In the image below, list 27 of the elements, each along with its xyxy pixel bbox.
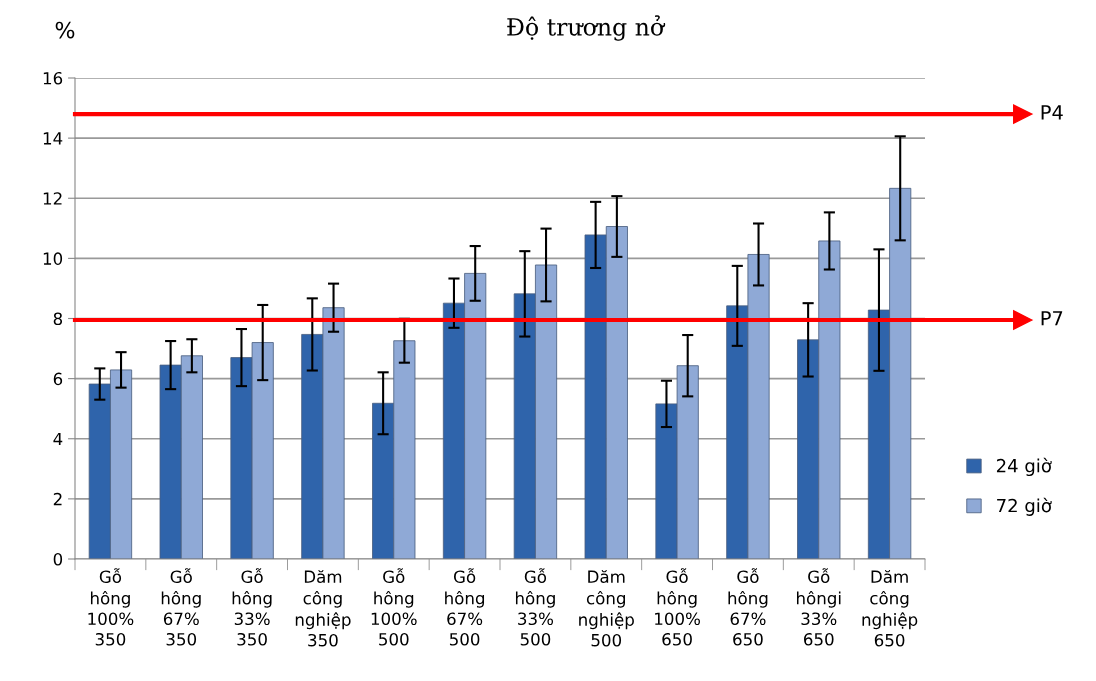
x-tick-label: Gỗ hông 100% 500 xyxy=(371,568,417,646)
x-tick-label: Gỗ hông 33% 350 xyxy=(232,568,272,646)
y-tick-label: 4 xyxy=(53,432,63,446)
ref-line-label: P4 xyxy=(1041,105,1063,120)
y-tick-label: 10 xyxy=(43,252,63,265)
x-tick-label: Gỗ hông 100% 650 xyxy=(655,568,700,646)
y-tick-label: 12 xyxy=(43,192,62,205)
x-tick-label: Dăm công nghiệp 650 xyxy=(862,570,918,647)
y-tick-label: 14 xyxy=(43,132,63,145)
x-tick-label: Dăm công nghiệp 350 xyxy=(295,570,351,647)
y-tick-label: 8 xyxy=(53,312,63,326)
y-axis-title: % xyxy=(55,21,75,39)
chart-title: Độ trương nở xyxy=(507,15,666,41)
x-tick-label: Gỗ hôngi 33% 650 xyxy=(797,568,841,646)
x-tick-label: Dăm công nghiệp 500 xyxy=(579,570,634,647)
x-tick-label: Gỗ hông 100% 350 xyxy=(88,568,134,646)
ref-line-label: P7 xyxy=(1041,311,1063,326)
y-tick-label: 0 xyxy=(53,552,63,566)
legend-label: 72 giờ xyxy=(997,497,1052,516)
x-tick-label: Gỗ hông 33% 500 xyxy=(515,568,555,646)
legend-label: 24 giờ xyxy=(996,457,1052,477)
x-tick-label: Gỗ hông 67% 650 xyxy=(728,568,768,646)
y-tick-label: 16 xyxy=(43,71,63,85)
y-tick-label: 2 xyxy=(53,492,62,506)
y-tick-label: 6 xyxy=(53,372,63,386)
x-tick-label: Gỗ hông 67% 350 xyxy=(161,568,201,646)
x-tick-label: Gỗ hông 67% 500 xyxy=(445,568,485,646)
